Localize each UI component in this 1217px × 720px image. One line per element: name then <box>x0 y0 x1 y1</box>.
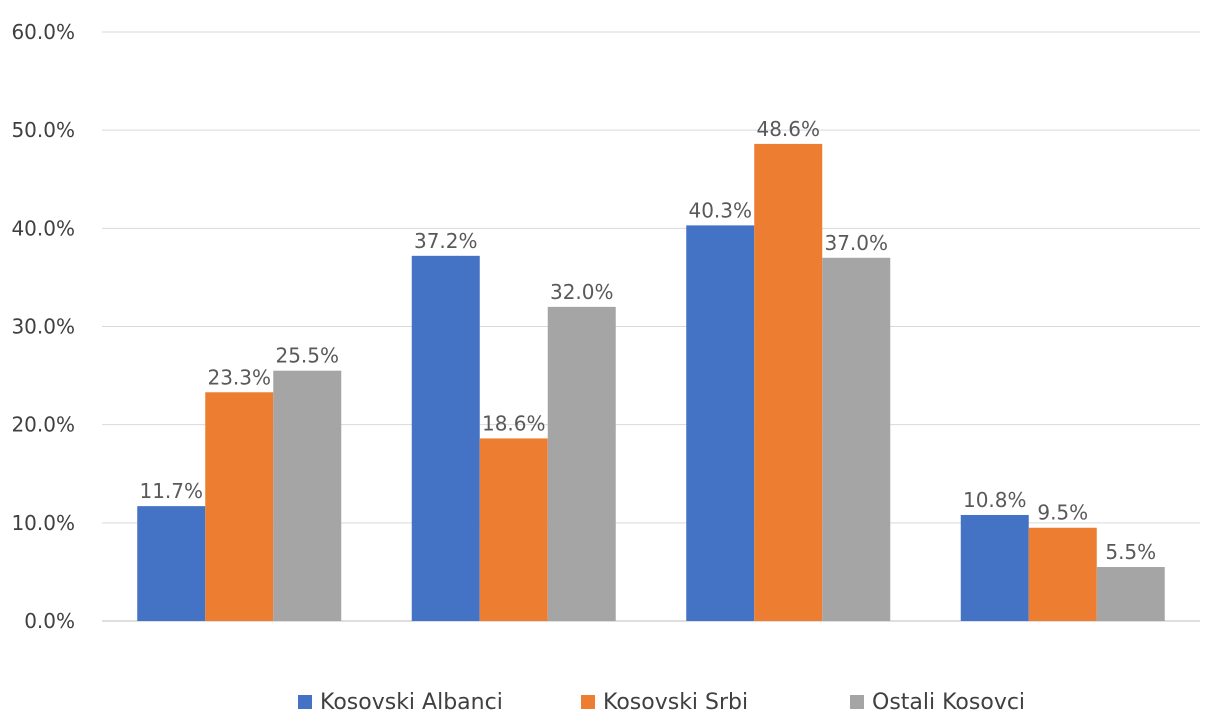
y-tick-label: 60.0% <box>11 20 75 44</box>
data-label: 37.0% <box>824 231 888 255</box>
legend-swatch <box>581 695 595 709</box>
data-label: 23.3% <box>207 365 271 389</box>
bar <box>479 438 548 621</box>
bar <box>1028 527 1097 621</box>
data-label: 40.3% <box>688 198 752 222</box>
legend-label: Kosovski Albanci <box>320 689 503 715</box>
data-label: 10.8% <box>963 488 1027 512</box>
legend-item-ostali: Ostali Kosovci <box>850 688 1025 716</box>
legend-swatch <box>850 695 864 709</box>
legend-swatch <box>298 695 312 709</box>
data-label: 25.5% <box>275 344 339 368</box>
data-labels: 11.7% 37.2% 40.3% 10.8% 23.3% 18.6% 48.6% 9.5% 2… <box>139 117 1156 564</box>
data-label: 37.2% <box>414 229 478 253</box>
data-label: 11.7% <box>139 479 203 503</box>
bars <box>137 143 1165 621</box>
legend-item-srbi: Kosovski Srbi <box>581 688 748 716</box>
bar <box>960 514 1029 621</box>
bar <box>273 370 342 621</box>
bar <box>686 225 755 621</box>
bar <box>137 506 206 621</box>
y-tick-label: 20.0% <box>11 413 75 437</box>
y-tick-label: 40.0% <box>11 216 75 240</box>
data-label: 48.6% <box>756 117 820 141</box>
bar <box>205 392 274 621</box>
legend-label: Kosovski Srbi <box>603 689 749 715</box>
data-label: 9.5% <box>1037 501 1088 525</box>
y-tick-label: 0.0% <box>24 609 75 633</box>
y-tick-label: 10.0% <box>11 511 75 535</box>
legend: Kosovski Albanci Kosovski Srbi Ostali Ko… <box>0 688 1217 716</box>
data-label: 32.0% <box>550 280 614 304</box>
legend-item-albanci: Kosovski Albanci <box>298 688 503 716</box>
bar <box>1096 567 1165 621</box>
bar <box>547 306 616 621</box>
y-tick-label: 50.0% <box>11 118 75 142</box>
data-label: 18.6% <box>482 411 546 435</box>
data-label: 5.5% <box>1105 540 1156 564</box>
bar <box>411 255 480 621</box>
legend-label: Ostali Kosovci <box>872 689 1026 715</box>
y-tick-label: 30.0% <box>11 315 75 339</box>
bar <box>754 143 823 621</box>
y-axis: 0.0% 10.0% 20.0% 30.0% 40.0% 50.0% 60.0% <box>11 20 75 633</box>
bar <box>822 257 891 621</box>
